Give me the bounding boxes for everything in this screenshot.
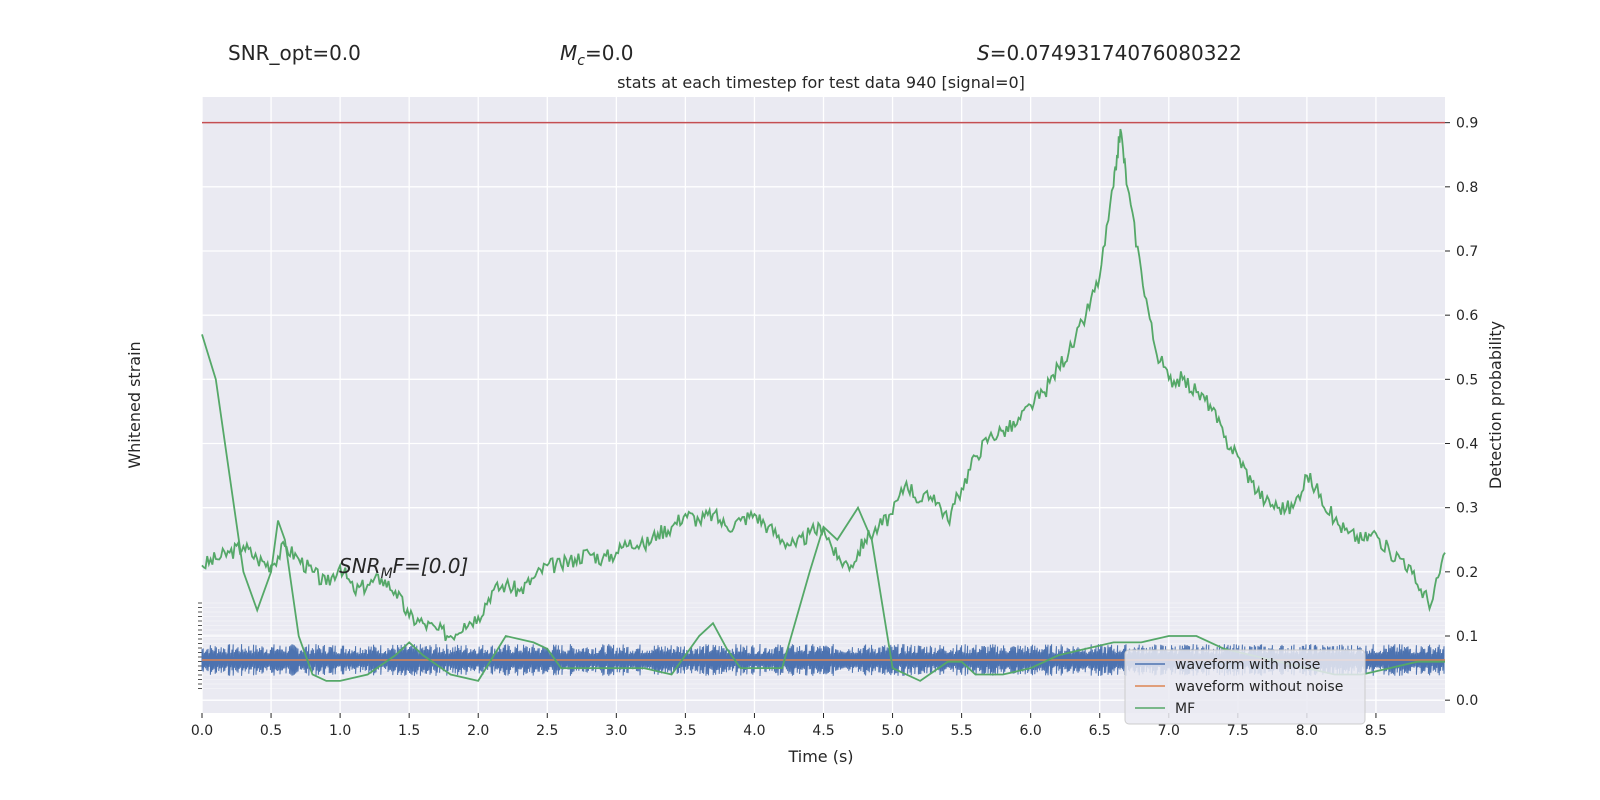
y-tick-label-7: 0.7	[1456, 244, 1478, 260]
x-tick-label-11: 5.5	[950, 723, 972, 739]
y-tick-label-1: 0.1	[1456, 629, 1478, 645]
mc-symbol: M	[560, 41, 577, 65]
y-right-axis-label: Detection probability	[1486, 321, 1505, 489]
x-tick-label-5: 2.5	[536, 723, 558, 739]
legend-label-waveform-without-noise: waveform without noise	[1175, 679, 1343, 695]
chart-title: stats at each timestep for test data 940…	[617, 73, 1025, 92]
x-tick-label-13: 6.5	[1089, 723, 1111, 739]
y-tick-label-9: 0.9	[1456, 116, 1478, 132]
chirp-mass-label: Mc=0.0	[560, 41, 634, 69]
y-tick-label-8: 0.8	[1456, 180, 1478, 196]
x-tick-label-8: 4.0	[743, 723, 765, 739]
legend-box	[1124, 649, 1366, 725]
x-tick-label-10: 5.0	[881, 723, 903, 739]
mf-line	[201, 334, 1445, 682]
snr-mf-subscript: M	[381, 566, 393, 582]
y-tick-label-4: 0.4	[1456, 437, 1478, 453]
s-statistic-label: S=0.07493174076080322	[977, 41, 1242, 65]
x-axis-label: Time (s)	[787, 747, 853, 766]
x-tick-label-9: 4.5	[812, 723, 834, 739]
x-tick-label-6: 3.0	[605, 723, 627, 739]
snr-mf-rest: F=[0.0]	[393, 554, 469, 578]
x-axis-ticks: 0.0 0.5 1.0 1.5 2.0 2.5 3.0 3.5 4.0 4.5 5.0 5.5 6.0 6…	[191, 713, 1387, 739]
x-tick-label-14: 7.0	[1158, 723, 1180, 739]
legend-label-mf: MF	[1175, 701, 1195, 717]
y-tick-label-5: 0.5	[1456, 372, 1478, 388]
y-left-axis-label: Whitened strain	[125, 341, 144, 468]
x-tick-label-12: 6.0	[1020, 723, 1042, 739]
x-tick-label-15: 7.5	[1227, 723, 1249, 739]
legend-label-waveform-with-noise: waveform with noise	[1175, 657, 1320, 673]
x-tick-label-3: 1.5	[398, 723, 420, 739]
s-value: =0.07493174076080322	[990, 41, 1242, 65]
x-tick-label-0: 0.0	[191, 723, 213, 739]
snr-opt-label: SNR_opt=0.0	[228, 41, 361, 65]
y-right-axis-ticks: 0.0 0.1 0.2 0.3 0.4 0.5 0.6 0.7 0.8 0.9	[1445, 116, 1478, 709]
y-tick-label-6: 0.6	[1456, 308, 1478, 324]
snr-mf-symbol: SNR	[339, 554, 381, 578]
x-tick-label-7: 3.5	[674, 723, 696, 739]
x-tick-label-4: 2.0	[467, 723, 489, 739]
s-symbol: S	[977, 41, 990, 65]
detection-probability-line	[201, 128, 1446, 642]
x-tick-label-17: 8.5	[1365, 723, 1387, 739]
y-tick-label-3: 0.3	[1456, 501, 1478, 517]
snr-mf-label: SNRMF=[0.0]	[339, 554, 468, 582]
y-tick-label-0: 0.0	[1456, 693, 1478, 709]
y-tick-label-2: 0.2	[1456, 565, 1478, 581]
x-tick-label-16: 8.0	[1296, 723, 1318, 739]
mc-value: =0.0	[585, 41, 634, 65]
legend: waveform with noise waveform without noi…	[1124, 649, 1366, 725]
x-tick-label-1: 0.5	[260, 723, 282, 739]
mc-subscript: c	[577, 53, 585, 69]
x-tick-label-2: 1.0	[329, 723, 351, 739]
